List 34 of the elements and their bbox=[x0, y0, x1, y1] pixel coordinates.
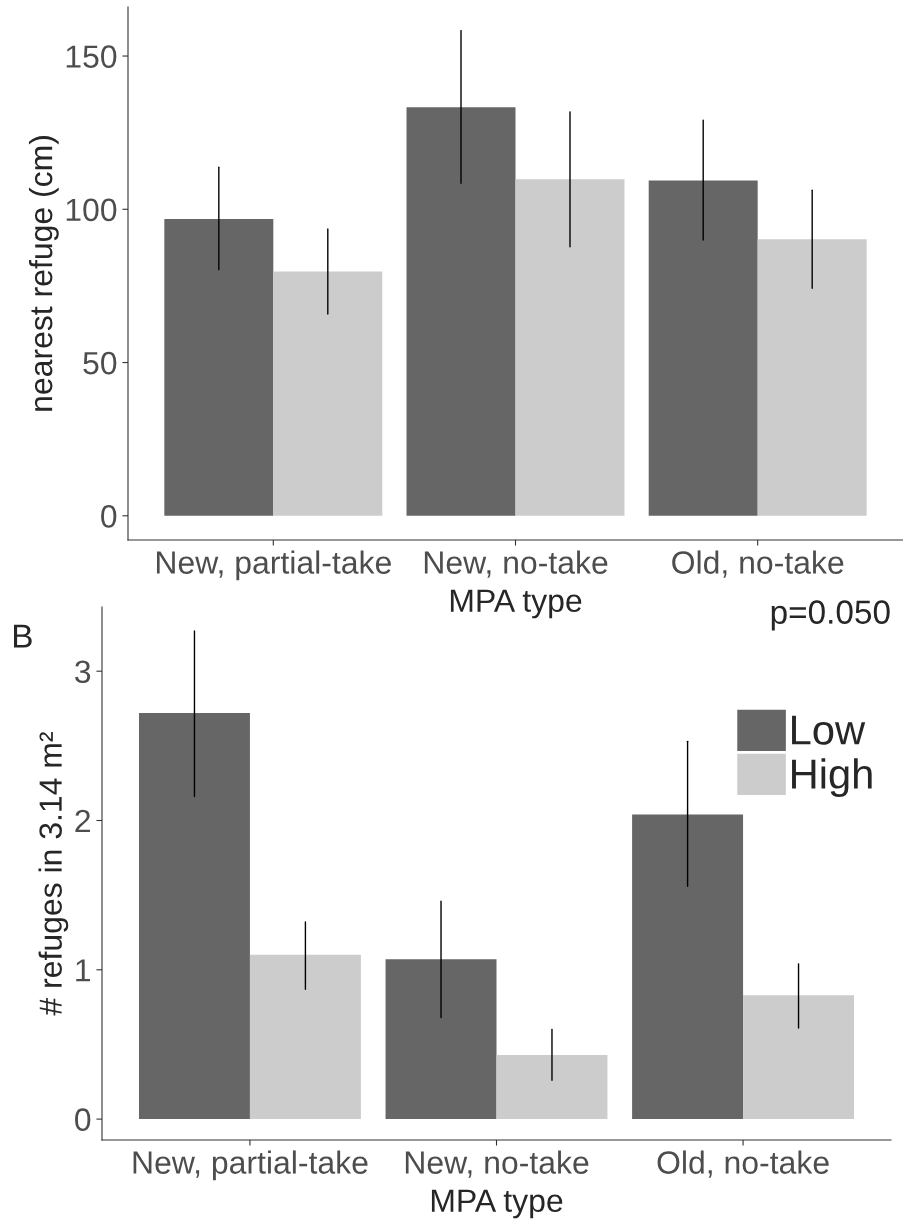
bar bbox=[648, 180, 758, 516]
legend-label: High bbox=[792, 758, 872, 798]
bar bbox=[632, 814, 744, 1120]
bar bbox=[249, 954, 361, 1120]
y-tick-label: 0 bbox=[101, 505, 117, 528]
y-tick-label: 3 bbox=[75, 660, 91, 684]
y-axis-title: nearest refuge (cm) bbox=[28, 136, 59, 411]
x-tick-label: New, no-take bbox=[405, 1150, 589, 1178]
x-tick-label: Old, no-take bbox=[672, 550, 844, 578]
bar bbox=[406, 107, 516, 516]
x-tick-label: New, partial-take bbox=[156, 550, 391, 581]
y-tick-label: 150 bbox=[66, 45, 117, 68]
y-tick-label: 50 bbox=[83, 351, 117, 375]
x-tick-label: New, no-take bbox=[424, 550, 608, 578]
annotation: p=0.050 bbox=[771, 600, 890, 631]
bar bbox=[385, 959, 497, 1120]
legend-label: Low bbox=[792, 715, 866, 745]
x-axis-title: MPA type bbox=[431, 1189, 563, 1219]
y-tick-label: 100 bbox=[66, 198, 117, 222]
y-tick-label: 2 bbox=[75, 809, 90, 833]
bar bbox=[515, 179, 625, 516]
bar bbox=[138, 713, 250, 1120]
text: B bbox=[14, 624, 32, 648]
bar bbox=[757, 239, 867, 516]
bar bbox=[496, 1054, 608, 1120]
x-tick-label: New, partial-take bbox=[133, 1150, 368, 1181]
y-axis-title: # refuges in 3.14 m² bbox=[38, 732, 69, 1016]
y-tick-label: 0 bbox=[75, 1108, 91, 1131]
x-tick-label: Old, no-take bbox=[657, 1150, 829, 1178]
bar bbox=[164, 219, 274, 516]
y-tick-label: 1 bbox=[76, 959, 91, 982]
bar bbox=[743, 995, 855, 1120]
bar bbox=[273, 271, 383, 516]
x-axis-title: MPA type bbox=[450, 589, 582, 619]
